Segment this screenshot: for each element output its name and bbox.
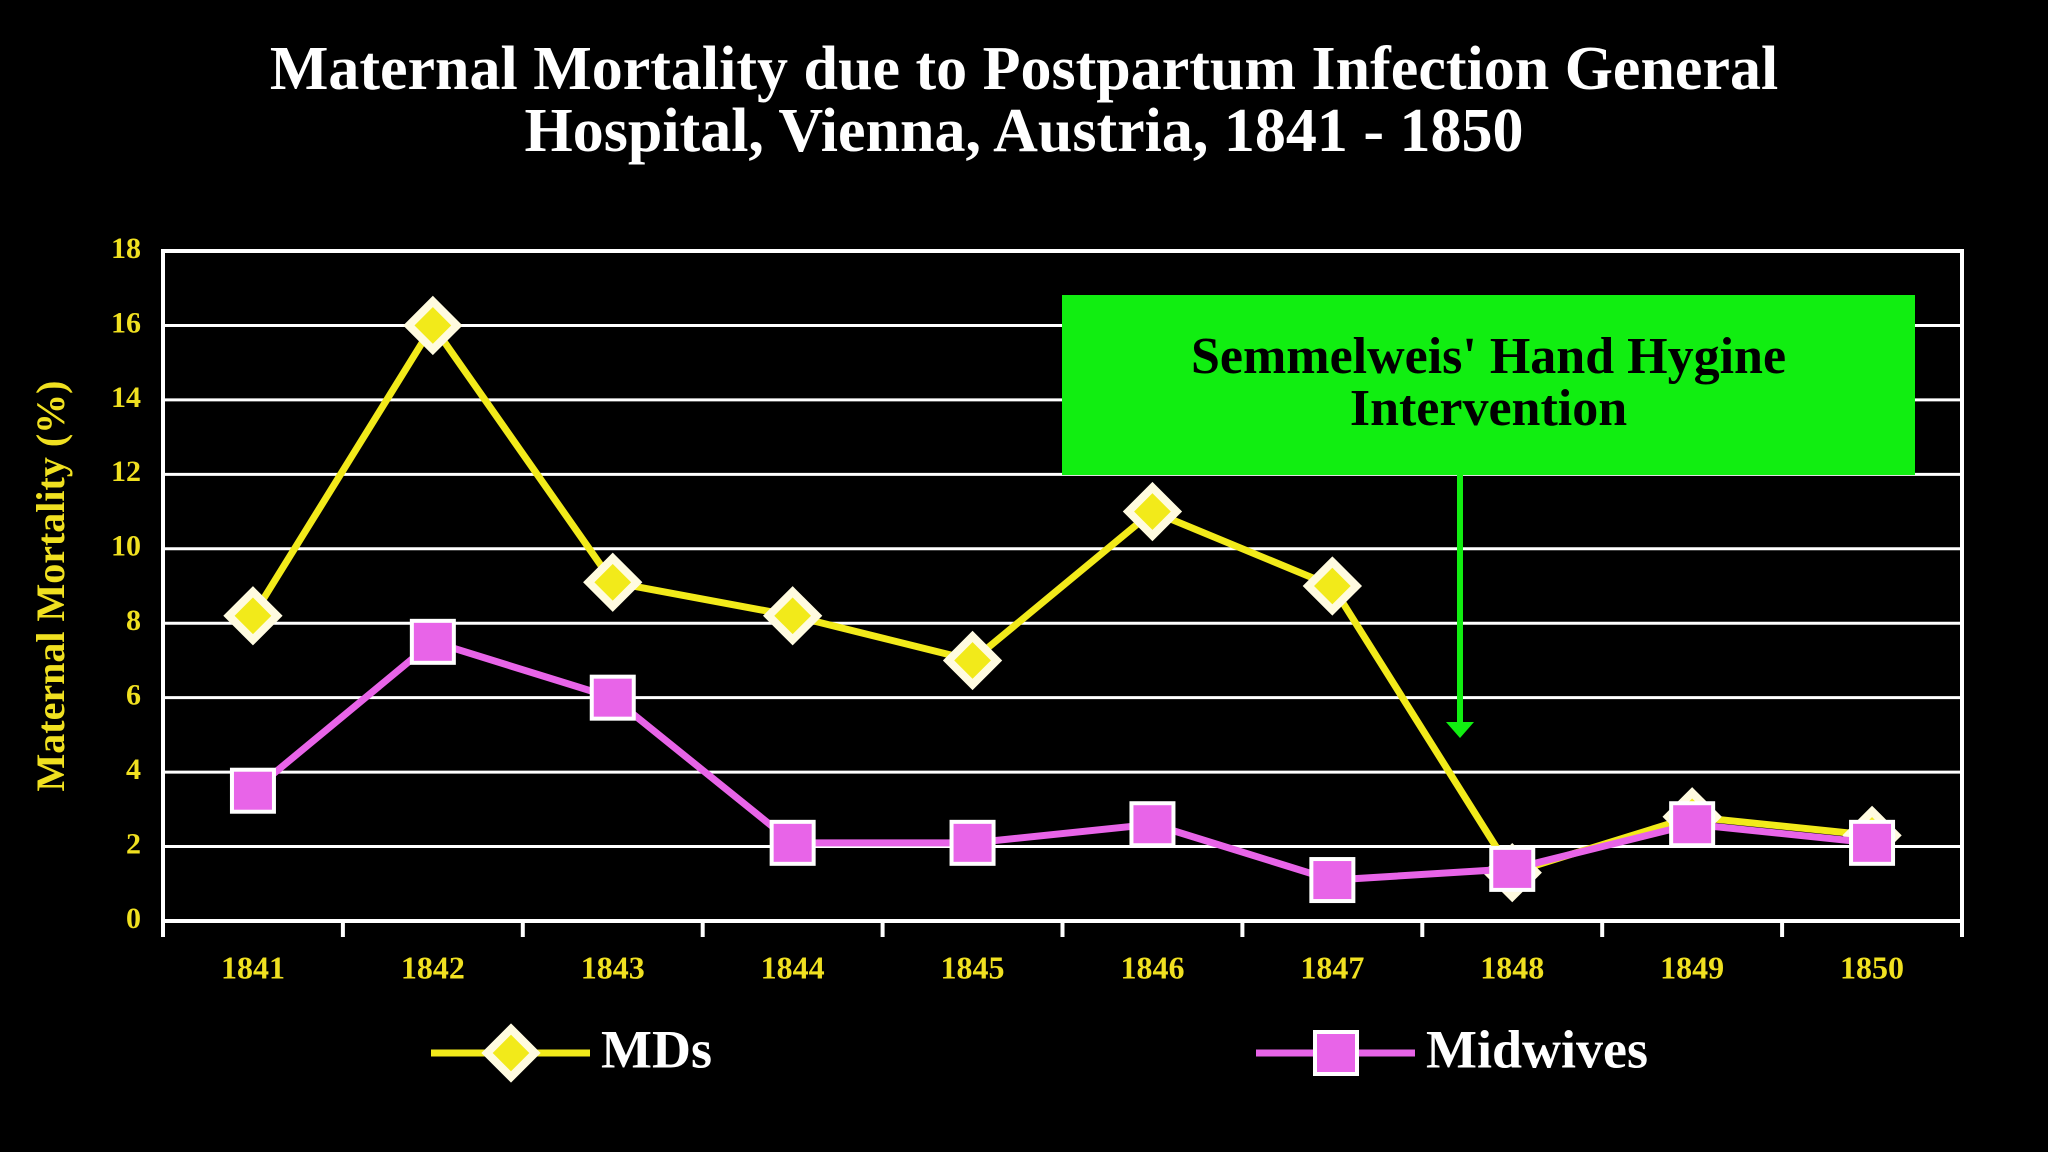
series [229, 618, 1896, 904]
x-tick-label: 1849 [1660, 949, 1724, 985]
square-marker [1489, 845, 1536, 892]
y-tick-label: 10 [111, 530, 141, 563]
y-tick-label: 0 [126, 902, 141, 935]
square-marker [1849, 819, 1896, 866]
square-marker [1309, 857, 1356, 904]
square-marker [1669, 801, 1716, 848]
diamond-marker [942, 630, 1003, 691]
y-tick-label: 14 [111, 381, 141, 414]
y-tick-label: 8 [126, 604, 141, 637]
legend-label: Midwives [1426, 1019, 1648, 1079]
annotation: Semmelweis' Hand Hygine Intervention [1062, 295, 1915, 475]
square-marker [229, 767, 276, 814]
x-tick-label: 1850 [1840, 949, 1904, 985]
x-tick-label: 1847 [1300, 949, 1364, 985]
diamond-marker [1122, 481, 1183, 542]
diamond-marker [223, 586, 283, 646]
y-tick-label: 12 [111, 455, 141, 488]
chart-title: Maternal Mortality due to Postpartum Inf… [269, 35, 1779, 165]
square-marker [1313, 1030, 1359, 1076]
diamond-marker [481, 1023, 541, 1083]
x-tick-label: 1842 [401, 949, 465, 985]
y-tick-label: 4 [126, 753, 141, 786]
square-marker [949, 819, 996, 866]
square-marker [589, 674, 636, 721]
square-marker [769, 819, 816, 866]
x-tick-label: 1841 [221, 949, 285, 985]
y-tick-label: 16 [111, 306, 141, 339]
diamond-marker [1302, 556, 1363, 616]
y-tick-label: 18 [111, 232, 141, 265]
y-axis-label: Maternal Mortality (%) [28, 381, 73, 792]
y-tick-label: 6 [126, 679, 141, 712]
x-tick-label: 1846 [1120, 949, 1184, 985]
diamond-marker [762, 586, 823, 646]
diamond-marker [403, 295, 463, 356]
legend-label: MDs [601, 1019, 712, 1079]
x-tick-label: 1844 [761, 949, 825, 985]
series-line [250, 637, 1873, 884]
x-tick-label: 1843 [581, 949, 645, 985]
square-marker [1129, 801, 1176, 848]
annotation-arrowhead [1446, 722, 1474, 738]
x-tick-label: 1845 [941, 949, 1005, 985]
diamond-marker [583, 552, 643, 612]
y-tick-label: 2 [126, 827, 141, 860]
square-marker [409, 618, 456, 665]
x-tick-label: 1848 [1480, 949, 1544, 985]
